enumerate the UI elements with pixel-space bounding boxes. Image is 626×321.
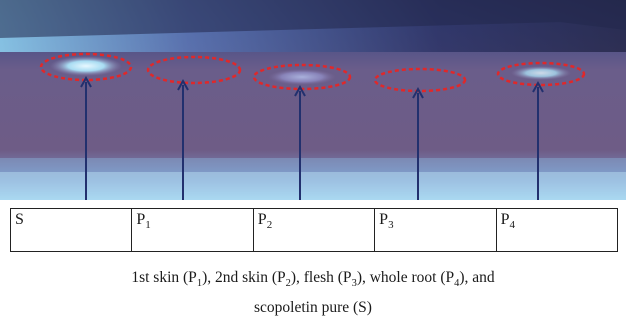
lane-label-text: P xyxy=(257,211,267,228)
lane-label-text: P xyxy=(136,211,146,228)
lane-label-text: P xyxy=(500,211,510,228)
lane-label-subscript: 3 xyxy=(388,219,394,232)
lane-label-p3: P3 xyxy=(374,208,497,252)
figure-caption: 1st skin (P1), 2nd skin (P2), flesh (P3)… xyxy=(0,266,626,320)
marker-circle-0 xyxy=(39,52,133,82)
tlc-plate-photo xyxy=(0,0,626,200)
lane-label-p2: P2 xyxy=(252,208,376,252)
marker-circle-1 xyxy=(146,55,242,85)
lane-label-table: S P1 P2 P3 P4 xyxy=(9,208,619,252)
lane-label-p1: P1 xyxy=(131,208,254,252)
lane-label-text: P xyxy=(379,211,389,228)
lane-label-subscript: 4 xyxy=(509,219,515,232)
lane-label-s: S xyxy=(9,208,133,252)
lane-label-subscript: 2 xyxy=(266,219,273,232)
lane-label-p4: P4 xyxy=(495,208,619,252)
lane-label-row: S P1 P2 P3 P4 xyxy=(9,208,619,252)
lane-label-subscript: 1 xyxy=(145,219,151,232)
lane-label-text: S xyxy=(15,211,24,228)
arrow-head-2 xyxy=(294,84,306,97)
marker-circle-4 xyxy=(496,61,586,87)
lane-arrows xyxy=(80,75,544,200)
marker-circle-3 xyxy=(373,67,467,93)
arrow-head-4 xyxy=(532,80,544,93)
arrow-head-0 xyxy=(80,75,92,88)
caption-line-2: scopoletin pure (S) xyxy=(254,299,372,317)
arrow-head-3 xyxy=(412,86,424,99)
caption-line-1: 1st skin (P1), 2nd skin (P2), flesh (P3)… xyxy=(131,269,495,290)
arrow-head-1 xyxy=(177,78,189,91)
